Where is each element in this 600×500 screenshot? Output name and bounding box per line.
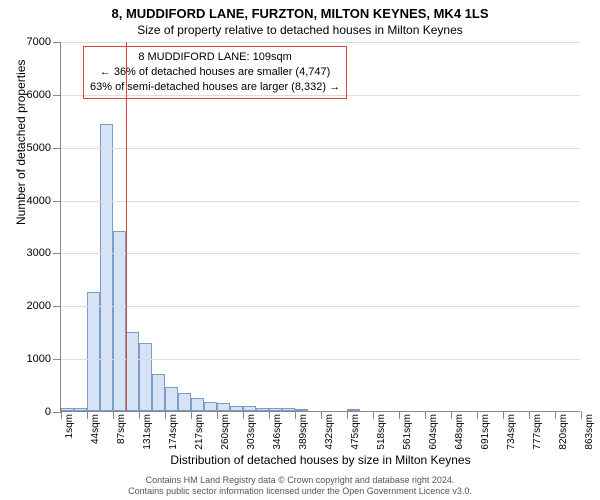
- x-tick-label: 475sqm: [350, 414, 361, 450]
- indicator-info-box: 8 MUDDIFORD LANE: 109sqm← 36% of detache…: [83, 46, 347, 99]
- x-axis-title: Distribution of detached houses by size …: [61, 453, 580, 467]
- x-tick-label: 260sqm: [220, 414, 231, 450]
- y-tick-label: 7000: [27, 36, 51, 48]
- x-tick-label: 131sqm: [142, 414, 153, 450]
- x-tick: [477, 411, 478, 419]
- x-tick: [191, 411, 192, 419]
- y-tick: [53, 42, 61, 43]
- x-tick: [503, 411, 504, 419]
- y-tick-label: 1000: [27, 353, 51, 365]
- histogram-bar: [295, 409, 308, 411]
- x-tick: [373, 411, 374, 419]
- info-box-line: ← 36% of detached houses are smaller (4,…: [90, 65, 340, 80]
- y-tick-label: 5000: [27, 142, 51, 154]
- grid-line: [61, 42, 580, 43]
- histogram-bar: [165, 387, 178, 411]
- x-tick: [243, 411, 244, 419]
- histogram-bar: [152, 374, 165, 411]
- y-tick-label: 4000: [27, 195, 51, 207]
- y-tick: [53, 253, 61, 254]
- x-tick-label: 303sqm: [246, 414, 257, 450]
- x-tick-label: 648sqm: [454, 414, 465, 450]
- y-tick: [53, 95, 61, 96]
- y-tick: [53, 359, 61, 360]
- histogram-bar: [191, 398, 204, 411]
- y-tick-label: 0: [45, 406, 51, 418]
- x-tick-label: 87sqm: [116, 414, 127, 444]
- x-tick: [87, 411, 88, 419]
- x-tick-label: 734sqm: [506, 414, 517, 450]
- histogram-bar: [204, 402, 217, 411]
- x-tick-label: 604sqm: [428, 414, 439, 450]
- footer-line-2: Contains public sector information licen…: [8, 486, 592, 497]
- grid-line: [61, 359, 580, 360]
- x-tick-label: 346sqm: [272, 414, 283, 450]
- histogram-bar: [61, 408, 74, 411]
- page-title: 8, MUDDIFORD LANE, FURZTON, MILTON KEYNE…: [0, 0, 600, 21]
- x-tick-label: 561sqm: [402, 414, 413, 450]
- x-tick: [269, 411, 270, 419]
- histogram-bar: [126, 332, 139, 411]
- footer-line-1: Contains HM Land Registry data © Crown c…: [8, 475, 592, 486]
- y-tick-label: 2000: [27, 300, 51, 312]
- y-tick: [53, 201, 61, 202]
- grid-line: [61, 148, 580, 149]
- x-tick: [165, 411, 166, 419]
- x-tick-label: 44sqm: [90, 414, 101, 444]
- y-tick-label: 3000: [27, 247, 51, 259]
- x-tick: [555, 411, 556, 419]
- histogram-bar: [113, 231, 126, 411]
- x-tick: [139, 411, 140, 419]
- info-box-line: 63% of semi-detached houses are larger (…: [90, 80, 340, 95]
- x-tick-label: 389sqm: [298, 414, 309, 450]
- x-tick: [217, 411, 218, 419]
- grid-line: [61, 253, 580, 254]
- x-tick-label: 863sqm: [584, 414, 595, 450]
- x-tick: [581, 411, 582, 419]
- y-tick: [53, 306, 61, 307]
- histogram-bar: [74, 408, 87, 411]
- histogram-bar: [256, 408, 269, 411]
- x-tick: [321, 411, 322, 419]
- histogram-bar: [347, 409, 360, 411]
- x-tick-label: 174sqm: [168, 414, 179, 450]
- histogram-bar: [269, 408, 282, 411]
- footer-attribution: Contains HM Land Registry data © Crown c…: [0, 475, 600, 498]
- histogram-bar: [217, 403, 230, 411]
- x-tick-label: 777sqm: [532, 414, 543, 450]
- x-tick: [425, 411, 426, 419]
- x-tick-label: 217sqm: [194, 414, 205, 450]
- x-tick-label: 1sqm: [64, 414, 75, 438]
- x-tick: [61, 411, 62, 419]
- histogram-bar: [139, 343, 152, 411]
- histogram-bar: [178, 393, 191, 412]
- x-tick: [347, 411, 348, 419]
- x-tick: [451, 411, 452, 419]
- x-tick: [113, 411, 114, 419]
- y-tick-label: 6000: [27, 89, 51, 101]
- grid-line: [61, 306, 580, 307]
- histogram-bar: [87, 292, 100, 411]
- chart-plot-area: 01000200030004000500060007000 1sqm44sqm8…: [60, 42, 580, 412]
- x-tick-label: 518sqm: [376, 414, 387, 450]
- y-tick: [53, 148, 61, 149]
- histogram-bar: [282, 408, 295, 411]
- x-tick: [529, 411, 530, 419]
- x-tick: [399, 411, 400, 419]
- y-tick: [53, 412, 61, 413]
- x-tick-label: 432sqm: [324, 414, 335, 450]
- histogram-bar: [243, 406, 256, 411]
- info-box-line: 8 MUDDIFORD LANE: 109sqm: [90, 50, 340, 65]
- histogram-bar: [230, 406, 243, 411]
- grid-line: [61, 201, 580, 202]
- x-tick-label: 691sqm: [480, 414, 491, 450]
- x-tick: [295, 411, 296, 419]
- subtitle: Size of property relative to detached ho…: [0, 21, 600, 41]
- histogram-bar: [100, 124, 113, 411]
- x-tick-label: 820sqm: [558, 414, 569, 450]
